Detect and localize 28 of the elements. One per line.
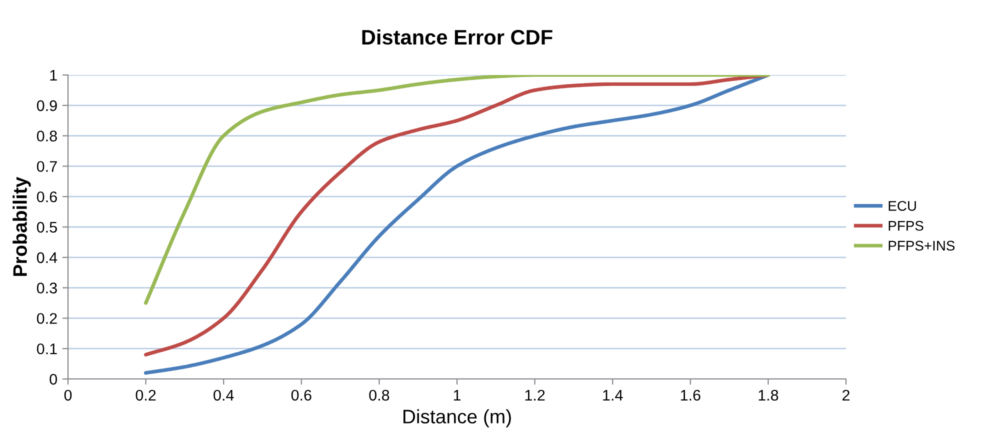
legend-label: ECU	[888, 201, 916, 211]
y-tick-label: 1	[50, 70, 57, 81]
y-tick-label: 0.6	[36, 191, 57, 202]
y-tick-label: 0.7	[36, 161, 57, 172]
y-axis-title: Probability	[12, 176, 31, 276]
chart-title: Distance Error CDF	[362, 29, 552, 45]
legend-label: PFPS	[888, 220, 924, 231]
x-tick-label: 1.4	[603, 390, 623, 400]
y-tick-label: 0	[50, 374, 57, 385]
x-tick-label: 0.4	[214, 390, 234, 401]
x-tick-label: 1.6	[680, 390, 700, 401]
x-axis-title: Distance (m)	[403, 409, 511, 428]
y-tick-label: 0.8	[36, 130, 57, 142]
x-tick-label: 0.6	[291, 390, 312, 401]
x-tick-label: 0.2	[136, 390, 156, 401]
y-tick-label: 0.4	[36, 252, 58, 264]
x-tick-label: 1.8	[758, 390, 778, 401]
y-tick-label: 0.2	[36, 313, 57, 324]
y-tick-label: 0.5	[36, 222, 57, 233]
x-tick-label: 1	[454, 390, 461, 400]
x-tick-label: 1.2	[525, 390, 545, 400]
legend-label: PFPS+INS	[888, 240, 955, 251]
x-tick-label: 2	[842, 390, 850, 400]
y-tick-label: 0.9	[36, 100, 57, 112]
x-tick-label: 0	[64, 390, 72, 401]
y-tick-label: 0.1	[36, 343, 57, 354]
y-tick-label: 0.3	[36, 282, 57, 294]
x-tick-label: 0.8	[369, 390, 390, 401]
